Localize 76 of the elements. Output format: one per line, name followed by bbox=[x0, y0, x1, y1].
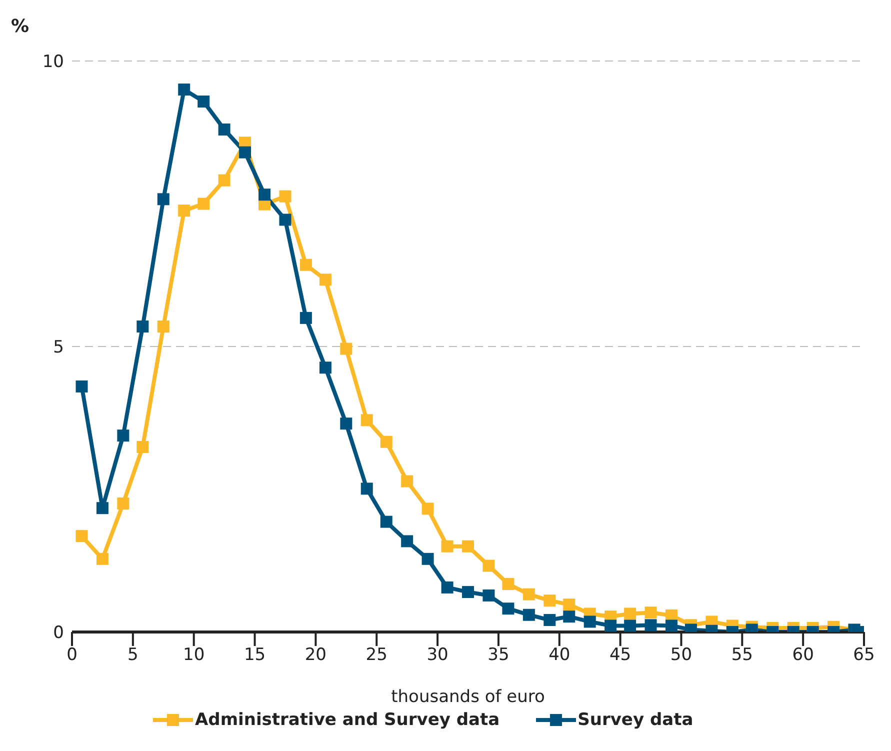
point bbox=[502, 578, 514, 590]
point bbox=[563, 610, 576, 623]
point bbox=[340, 342, 352, 355]
x-tick-label: 55 bbox=[731, 645, 753, 666]
point bbox=[198, 198, 210, 210]
point bbox=[76, 380, 88, 392]
point bbox=[644, 606, 657, 619]
point bbox=[239, 146, 252, 158]
y-tick-label: 0 bbox=[53, 623, 64, 644]
point bbox=[665, 620, 678, 632]
y-tick-label: 10 bbox=[42, 52, 64, 72]
legend-label: Survey data bbox=[578, 710, 694, 730]
point bbox=[279, 214, 292, 226]
point bbox=[502, 602, 514, 615]
point bbox=[157, 320, 170, 333]
point bbox=[96, 552, 108, 565]
point bbox=[462, 586, 474, 598]
point bbox=[624, 620, 636, 632]
x-tick-label: 25 bbox=[366, 645, 388, 666]
point bbox=[401, 535, 414, 548]
x-axis-title: thousands of euro bbox=[391, 687, 545, 707]
point bbox=[462, 540, 474, 552]
point bbox=[584, 616, 596, 628]
point bbox=[563, 598, 576, 611]
x-tick-label: 65 bbox=[853, 645, 875, 666]
x-tick-label: 0 bbox=[66, 645, 78, 666]
point bbox=[76, 530, 88, 542]
point bbox=[482, 589, 495, 602]
x-tick-label: 15 bbox=[244, 645, 266, 666]
x-tick-label: 60 bbox=[792, 645, 814, 666]
point bbox=[117, 430, 130, 442]
point bbox=[441, 581, 454, 594]
y-axis-title: % bbox=[11, 16, 30, 37]
x-tick-label: 10 bbox=[183, 645, 205, 666]
point bbox=[136, 440, 149, 453]
point bbox=[401, 475, 414, 488]
point bbox=[544, 594, 556, 607]
x-tick-label: 30 bbox=[426, 645, 448, 666]
point bbox=[604, 620, 617, 632]
x-tick-label: 20 bbox=[304, 645, 327, 666]
y-tick-label: 5 bbox=[53, 338, 64, 358]
point bbox=[422, 502, 434, 515]
point bbox=[117, 498, 130, 510]
point bbox=[482, 560, 495, 572]
point bbox=[198, 96, 210, 108]
point bbox=[360, 482, 373, 495]
point bbox=[157, 193, 170, 206]
point bbox=[300, 312, 312, 324]
point bbox=[380, 516, 392, 528]
point bbox=[441, 540, 454, 552]
x-tick-label: 40 bbox=[548, 645, 570, 666]
point bbox=[319, 362, 332, 374]
point bbox=[258, 188, 271, 201]
x-tick-label: 35 bbox=[488, 645, 510, 666]
point bbox=[340, 418, 352, 430]
x-tick-label: 45 bbox=[609, 645, 632, 666]
point bbox=[96, 502, 108, 514]
point bbox=[136, 320, 149, 333]
point bbox=[178, 84, 190, 96]
point bbox=[522, 588, 535, 600]
point bbox=[279, 190, 292, 202]
x-tick-label: 5 bbox=[128, 645, 138, 666]
point bbox=[624, 608, 636, 620]
point bbox=[522, 608, 535, 621]
point bbox=[218, 124, 230, 136]
legend-label: Administrative and Survey data bbox=[195, 710, 500, 730]
point bbox=[422, 552, 434, 565]
point bbox=[380, 436, 392, 448]
point bbox=[300, 258, 312, 271]
point bbox=[360, 414, 373, 426]
x-tick-label: 50 bbox=[670, 645, 692, 666]
point bbox=[544, 614, 556, 626]
point bbox=[644, 619, 657, 632]
point bbox=[319, 274, 332, 286]
point bbox=[178, 204, 190, 217]
point bbox=[218, 174, 230, 186]
